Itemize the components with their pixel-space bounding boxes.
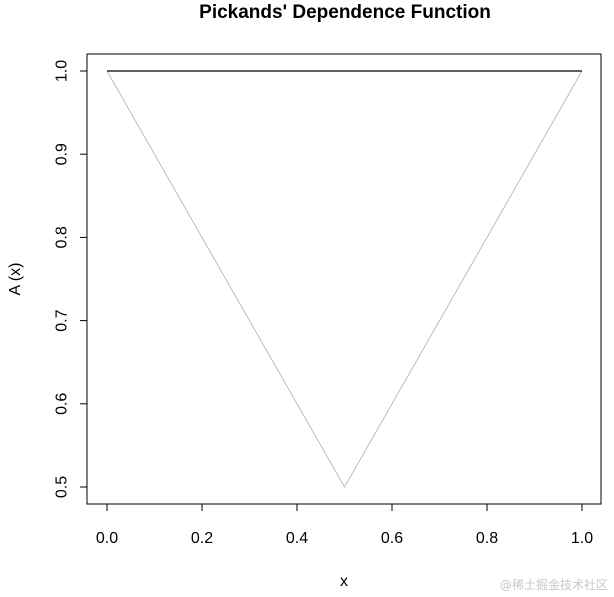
y-tick-label: 0.5: [54, 476, 71, 498]
series-line-2: [106, 70, 583, 489]
x-tick-label: 0.6: [381, 530, 403, 547]
y-tick-label: 0.6: [54, 393, 71, 415]
chart-title: Pickands' Dependence Function: [199, 2, 491, 23]
y-tick-label: 0.8: [54, 226, 71, 248]
x-axis: 0.0 0.2 0.4 0.6 0.8 1.0: [96, 503, 593, 547]
y-axis-label: A (x): [7, 263, 24, 296]
x-tick-label: 0.8: [476, 530, 498, 547]
series-layer: [106, 70, 583, 489]
x-tick-label: 1.0: [571, 530, 593, 547]
x-axis-label: x: [340, 573, 348, 590]
y-axis: 0.5 0.6 0.7 0.8 0.9 1.0: [54, 60, 88, 498]
x-tick-label: 0.0: [96, 530, 118, 547]
plot-frame: [86, 53, 602, 505]
y-tick-label: 1.0: [54, 60, 71, 82]
x-tick-label: 0.2: [191, 530, 213, 547]
watermark: @稀土掘金技术社区: [499, 578, 608, 592]
y-tick-label: 0.9: [54, 143, 71, 165]
x-tick-label: 0.4: [286, 530, 308, 547]
y-tick-label: 0.7: [54, 309, 71, 331]
